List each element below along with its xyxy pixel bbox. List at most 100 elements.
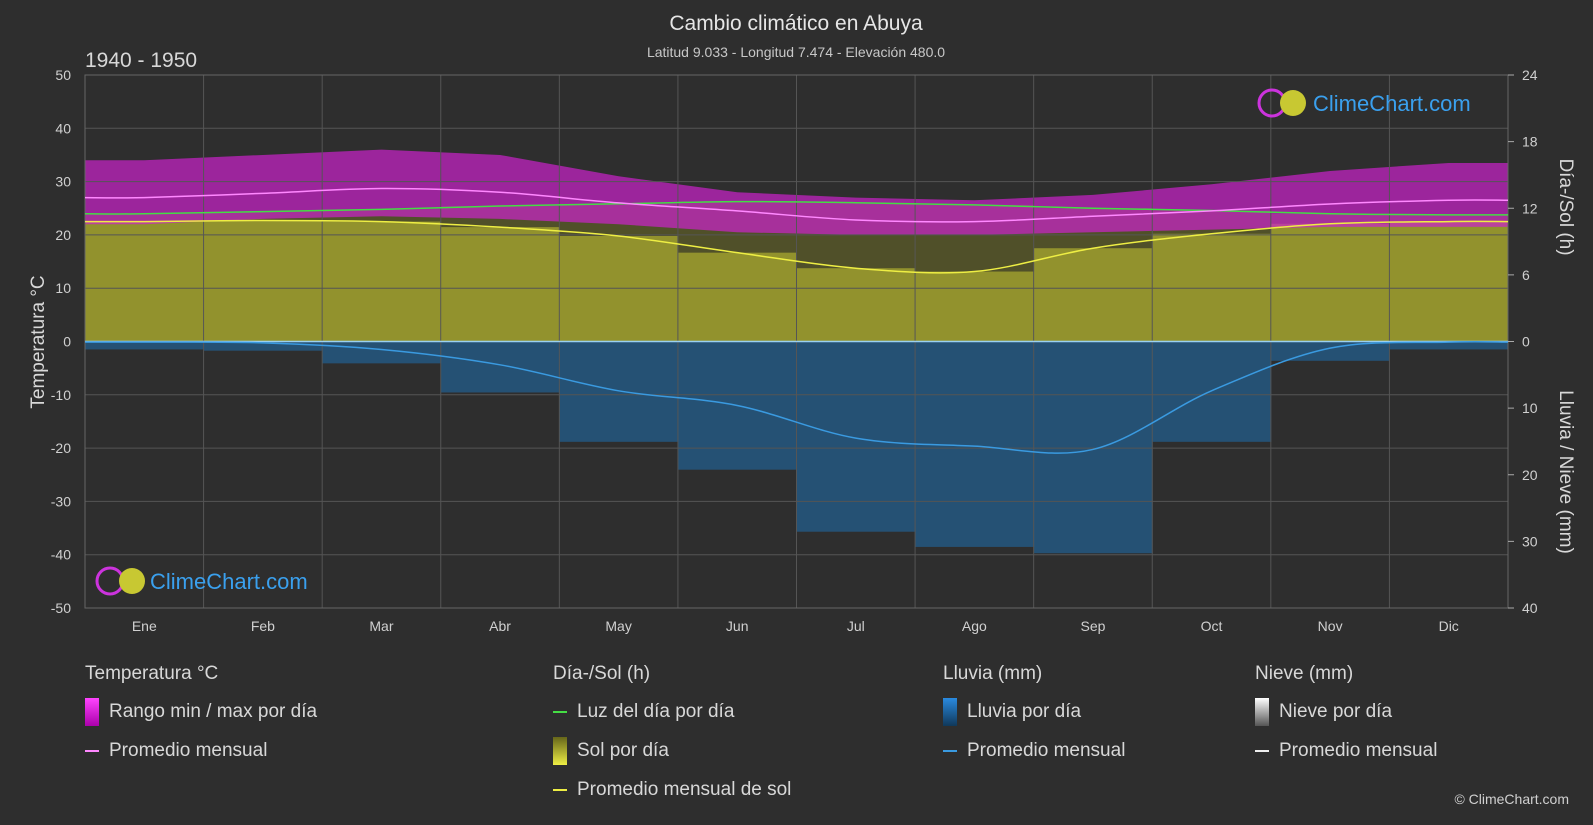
right-bottom-axis-label: Lluvia / Nieve (mm): [1555, 390, 1576, 554]
right-top-tick-label: 0: [1522, 334, 1530, 350]
sunshine-bar-Mar: [322, 221, 442, 342]
left-tick-label: -40: [51, 547, 71, 563]
snow-swatch: [1255, 697, 1269, 726]
plot-area: 50 40 30 20 10 0 -10 -20 -30 -40 -50 24 18 12 6 0 10 20 30…: [51, 67, 1538, 634]
legend-rain-avg-label: Promedio mensual: [967, 739, 1126, 761]
left-tick-label: -50: [51, 600, 71, 616]
legend-snow-day-label: Nieve por día: [1279, 700, 1393, 722]
month-label: Ene: [132, 618, 157, 634]
rain-avg-swatch: [943, 749, 957, 752]
left-tick-label: 0: [63, 334, 71, 350]
rain-bar-Mar: [322, 341, 442, 364]
legend-rain-day-label: Lluvia por día: [967, 700, 1082, 722]
right-bottom-tick-label: 20: [1522, 467, 1538, 483]
period-label: 1940 - 1950: [85, 49, 197, 72]
month-label: May: [605, 618, 631, 634]
rain-bar-Ene: [85, 341, 205, 350]
sunshine-bar-Dic: [1389, 221, 1509, 342]
month-label: Sep: [1080, 618, 1105, 634]
left-tick-label: -20: [51, 440, 71, 456]
month-label: Nov: [1318, 618, 1343, 634]
sunshine-bar-Ene: [85, 221, 205, 342]
sunshine-bar-Jul: [796, 268, 916, 342]
daylight-swatch: [553, 710, 567, 713]
sunshine-bar-Abr: [440, 227, 560, 342]
right-bottom-tick-label: 40: [1522, 600, 1538, 616]
sunshine-bar-Nov: [1270, 223, 1390, 342]
right-top-tick-label: 6: [1522, 267, 1530, 283]
legend-temp-avg: Promedio mensual: [85, 738, 317, 763]
logo-top-right: ClimeChart.com: [1257, 88, 1471, 118]
rain-bar-Oct: [1152, 341, 1272, 442]
legend-daylight-label: Luz del día por día: [577, 700, 735, 722]
left-tick-label: 20: [55, 227, 71, 243]
temp-avg-line: [84, 187, 1509, 223]
right-top-tick-label: 18: [1522, 134, 1538, 150]
rain-bar-Sep: [1033, 341, 1153, 554]
rain-bar-Dic: [1389, 341, 1509, 350]
legend-sunshine-label: Sol por día: [577, 739, 669, 761]
snow-avg-swatch: [1255, 749, 1269, 752]
left-tick-label: 50: [55, 67, 71, 83]
legend-sun: Día-/Sol (h) Luz del día por día Sol por…: [553, 663, 791, 816]
right-bottom-tick-label: 10: [1522, 400, 1538, 416]
sun-avg-swatch: [553, 788, 567, 791]
legend-snow-avg: Promedio mensual: [1255, 738, 1437, 763]
month-label: Jun: [726, 618, 749, 634]
legend-temp-range: Rango min / max por día: [85, 697, 318, 726]
right-bottom-tick-label: 30: [1522, 533, 1538, 549]
legend-temperature-title: Temperatura °C: [85, 663, 219, 684]
temp-range-swatch: [85, 697, 99, 726]
month-label: Oct: [1201, 618, 1223, 634]
legend-rain-title: Lluvia (mm): [943, 663, 1043, 684]
rain-swatch: [943, 697, 957, 726]
sunshine-bar-May: [559, 236, 679, 342]
legend-rain-avg: Promedio mensual: [943, 738, 1125, 763]
sunshine-bar-Ago: [915, 271, 1035, 342]
sunshine-bar-Feb: [203, 220, 323, 342]
month-label: Ago: [962, 618, 987, 634]
legend-sun-title: Día-/Sol (h): [553, 663, 651, 684]
chart-subtitle: Latitud 9.033 - Longitud 7.474 - Elevaci…: [647, 44, 945, 60]
legend-temp-range-label: Rango min / max por día: [109, 700, 318, 722]
month-label: Abr: [489, 618, 511, 634]
left-tick-label: 30: [55, 174, 71, 190]
legend-snow-avg-label: Promedio mensual: [1279, 739, 1438, 761]
right-top-tick-label: 12: [1522, 200, 1538, 216]
left-tick-label: -10: [51, 387, 71, 403]
sun-avg-line: [84, 219, 1509, 274]
month-label: Feb: [251, 618, 275, 634]
daylight-line: [84, 200, 1509, 216]
right-top-tick-label: 24: [1522, 67, 1538, 83]
month-label: Mar: [369, 618, 393, 634]
month-label: Dic: [1439, 618, 1459, 634]
legend-daylight: Luz del día por día: [553, 699, 791, 724]
month-label: Jul: [847, 618, 865, 634]
logo-bottom-left: ClimeChart.com: [95, 566, 308, 596]
left-tick-label: -30: [51, 493, 71, 509]
left-tick-label: 40: [55, 120, 71, 136]
temp-avg-swatch: [85, 749, 99, 752]
copyright: © ClimeChart.com: [1454, 791, 1569, 807]
sunshine-bar-Jun: [677, 252, 797, 342]
legend-rain-day: Lluvia por día: [943, 697, 1125, 726]
rain-bar-Jul: [796, 341, 916, 532]
rain-bar-Abr: [440, 341, 560, 393]
legend-rain: Lluvia (mm) Lluvia por día Promedio mens…: [943, 663, 1125, 777]
rain-avg-line: [84, 340, 1509, 454]
legend-sunshine: Sol por día: [553, 736, 791, 765]
sunshine-swatch: [553, 736, 567, 765]
left-tick-label: 10: [55, 280, 71, 296]
legend-temperature: Temperatura °C Rango min / max por día P…: [85, 663, 317, 777]
legend-temp-avg-label: Promedio mensual: [109, 739, 268, 761]
sunshine-bar-Sep: [1033, 248, 1153, 342]
chart-title: Cambio climático en Abuya: [669, 12, 923, 35]
legend-snow-title: Nieve (mm): [1255, 663, 1354, 684]
legend-snow-day: Nieve por día: [1255, 697, 1437, 726]
climate-chart: Cambio climático en Abuya Latitud 9.033 …: [28, 12, 1576, 634]
logo-text-bottom: ClimeChart.com: [150, 569, 308, 594]
legend-snow: Nieve (mm) Nieve por día Promedio mensua…: [1255, 663, 1437, 777]
legend-sun-avg: Promedio mensual de sol: [553, 777, 791, 802]
right-top-axis-label: Día-/Sol (h): [1555, 158, 1576, 255]
left-axis-label: Temperatura °C: [28, 275, 49, 408]
